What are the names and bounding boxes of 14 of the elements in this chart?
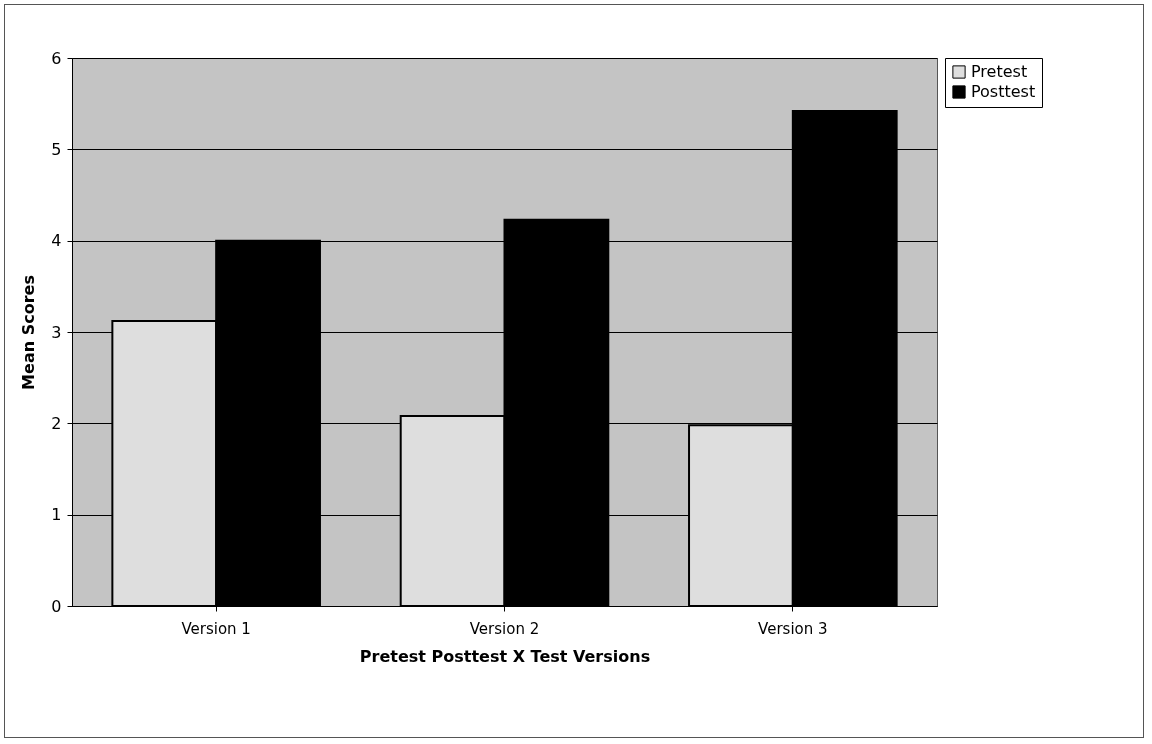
x-tick-label: Version 1 (181, 619, 251, 638)
legend-label: Posttest (971, 82, 1036, 101)
y-axis-title: Mean Scores (19, 275, 39, 390)
legend-label: Pretest (971, 62, 1028, 81)
x-tick-label: Version 3 (758, 619, 828, 638)
y-tick-label: 6 (51, 48, 62, 68)
y-tick-label: 3 (51, 322, 62, 342)
y-tick-label: 0 (51, 596, 62, 616)
x-axis-title: Pretest Posttest X Test Versions (359, 646, 651, 666)
y-tick-label: 2 (51, 413, 62, 433)
x-tick-label: Version 2 (469, 619, 540, 638)
y-tick-label: 1 (51, 505, 62, 525)
y-tick-label: 5 (51, 139, 62, 159)
y-tick-label: 4 (51, 231, 62, 251)
